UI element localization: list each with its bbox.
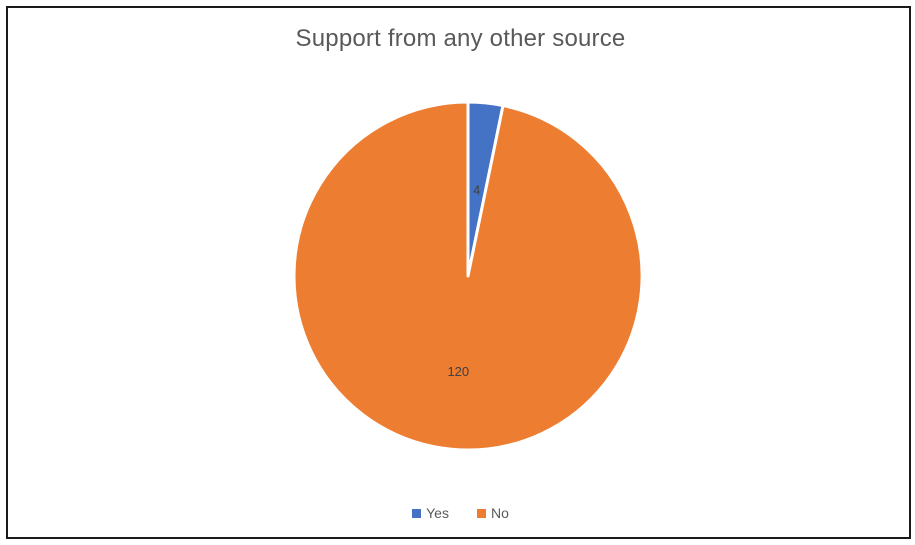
data-label-no: 120	[447, 364, 469, 379]
chart-title: Support from any other source	[295, 25, 626, 52]
pie-slice-no	[292, 100, 644, 452]
legend-label-no: No	[490, 505, 509, 521]
legend-label-yes: Yes	[426, 505, 449, 521]
pie-chart: 4 120	[292, 100, 644, 452]
legend-swatch-no	[476, 508, 486, 518]
legend-item-yes: Yes	[412, 505, 449, 521]
legend-item-no: No	[476, 505, 509, 521]
legend-swatch-yes	[412, 508, 422, 518]
legend: Yes No	[8, 505, 913, 521]
data-label-yes: 4	[473, 182, 480, 197]
chart-frame: Support from any other source 4 120 Yes N…	[6, 6, 911, 539]
